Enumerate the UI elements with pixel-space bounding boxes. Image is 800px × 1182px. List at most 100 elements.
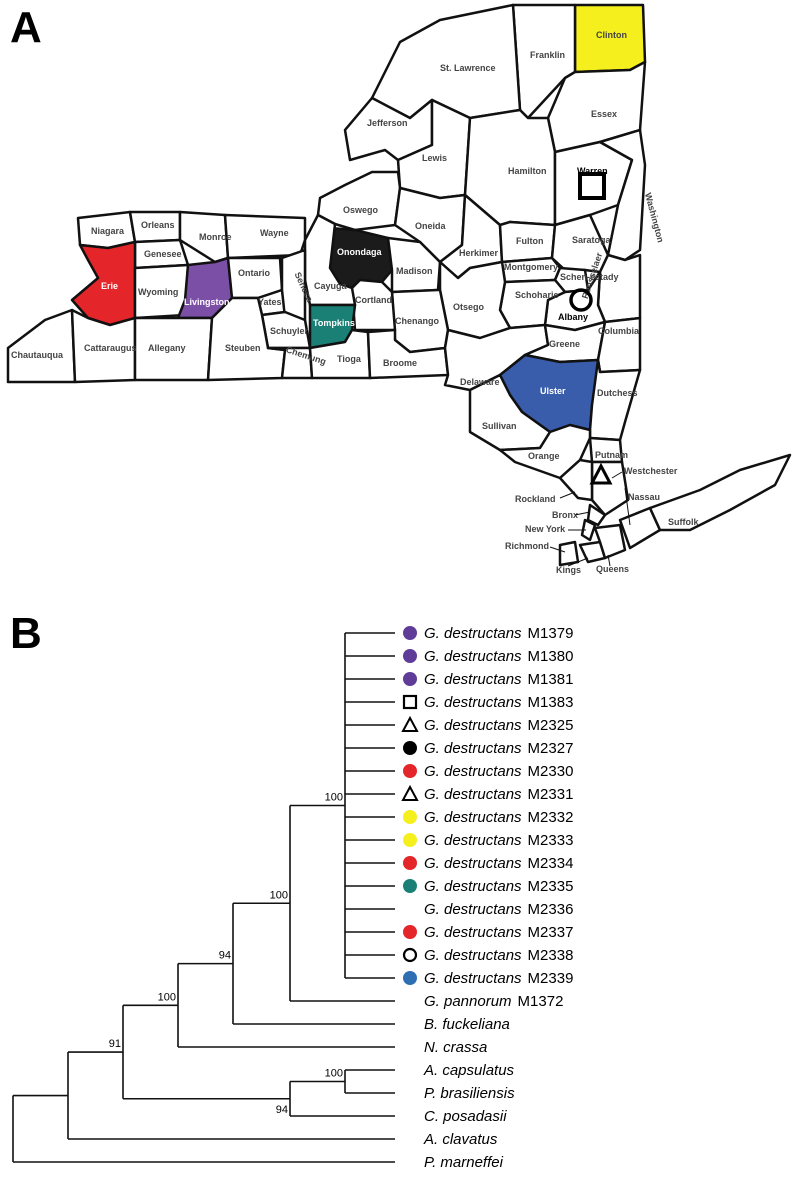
label-cortland: Cortland <box>355 295 392 305</box>
taxon-label: A. capsulatus <box>423 1062 515 1079</box>
label-chautauqua: Chautauqua <box>11 350 64 360</box>
taxon-label: G. destructans M2337 <box>424 924 573 941</box>
label-tompkins: Tompkins <box>313 318 355 328</box>
taxon-species: P. marneffei <box>424 1154 504 1171</box>
taxon-label: G. destructans M1380 <box>424 648 573 665</box>
bootstrap-gd: 100 <box>325 792 343 804</box>
taxon-label: G. destructans M2330 <box>424 763 573 780</box>
circle-red-marker-icon <box>403 856 417 870</box>
taxon-species: G. destructans <box>424 648 522 665</box>
label-genesee: Genesee <box>144 249 182 259</box>
taxon-label: G. pannorum M1372 <box>424 993 563 1010</box>
taxon-species: G. destructans <box>424 717 522 734</box>
label-oneida: Oneida <box>415 221 447 231</box>
county-cayuga <box>303 213 357 307</box>
label-suffolk: Suffolk <box>668 517 699 527</box>
bootstrap-j1: 91 <box>109 1038 121 1050</box>
bootstrap-gp: 100 <box>270 889 288 901</box>
county-cortland <box>350 278 397 332</box>
taxon-id: M2337 <box>528 924 574 941</box>
county-suffolk <box>648 453 792 532</box>
taxon-id: M2332 <box>528 809 574 826</box>
label-bronx: Bronx <box>552 510 578 520</box>
label-jefferson: Jefferson <box>367 118 408 128</box>
label-niagara: Niagara <box>91 226 125 236</box>
taxon-species: G. pannorum <box>424 993 512 1010</box>
taxon-species: G. destructans <box>424 832 522 849</box>
taxon-label: C. posadasii <box>424 1108 507 1125</box>
taxon-species: G. destructans <box>424 809 522 826</box>
taxon-species: P. brasiliensis <box>424 1085 515 1102</box>
bootstrap-nc: 100 <box>158 991 176 1003</box>
taxon-label: G. destructans M2325 <box>424 717 573 734</box>
circle-yellow-marker-icon <box>403 833 417 847</box>
taxon-label: G. destructans M2331 <box>424 786 573 803</box>
taxon-id: M2338 <box>528 947 574 964</box>
label-warren: Warren <box>577 166 608 176</box>
label-saratoga: Saratoga <box>572 235 612 245</box>
label-essex: Essex <box>591 109 617 119</box>
label-sullivan: Sullivan <box>482 421 517 431</box>
label-steuben: Steuben <box>225 343 261 353</box>
label-richmond: Richmond <box>505 541 549 551</box>
circle-icon <box>569 288 593 312</box>
taxon-id: M1379 <box>528 625 574 642</box>
taxon-id: M2331 <box>528 786 574 803</box>
label-schoharie: Schoharie <box>515 290 559 300</box>
label-new-york: New York <box>525 524 566 534</box>
taxon-id: M2330 <box>528 763 574 780</box>
label-cattaraugus: Cattaraugus <box>84 343 137 353</box>
label-lewis: Lewis <box>422 153 447 163</box>
label-chenango: Chenango <box>395 316 440 326</box>
label-allegany: Allegany <box>148 343 186 353</box>
label-ulster: Ulster <box>540 386 566 396</box>
taxon-id: M1380 <box>528 648 574 665</box>
taxon-id: M1383 <box>528 694 574 711</box>
label-orleans: Orleans <box>141 220 175 230</box>
taxon-species: G. destructans <box>424 625 522 642</box>
taxon-species: G. destructans <box>424 740 522 757</box>
label-westchester: Westchester <box>624 466 678 476</box>
taxon-species: B. fuckeliana <box>424 1016 510 1033</box>
taxon-label: G. destructans M2338 <box>424 947 573 964</box>
circle-purple-marker-icon <box>403 672 417 686</box>
taxon-label: G. destructans M2334 <box>424 855 573 872</box>
taxon-label: G. destructans M1381 <box>424 671 573 688</box>
label-rockland: Rockland <box>515 494 556 504</box>
county-map: Clinton Franklin St. Lawrence Essex Jeff… <box>6 3 792 575</box>
taxon-species: G. destructans <box>424 763 522 780</box>
label-oswego: Oswego <box>343 205 379 215</box>
taxon-species: G. destructans <box>424 901 522 918</box>
circle-purple-marker-icon <box>403 626 417 640</box>
taxon-species: A. clavatus <box>423 1131 498 1148</box>
taxon-id: M2325 <box>528 717 574 734</box>
circle-open-marker-icon <box>402 947 418 963</box>
county-wayne <box>223 213 307 260</box>
taxon-id: M1381 <box>528 671 574 688</box>
circle-yellow-marker-icon <box>403 810 417 824</box>
label-ontario: Ontario <box>238 268 271 278</box>
label-queens: Queens <box>596 564 629 574</box>
taxon-label: G. destructans M2336 <box>424 901 573 918</box>
triangle-open-marker-icon <box>401 715 419 732</box>
bootstrap-cp: 94 <box>276 1104 288 1116</box>
circle-red-marker-icon <box>403 925 417 939</box>
county-chemung <box>266 346 314 380</box>
taxon-species: G. destructans <box>424 970 522 987</box>
taxon-label: G. destructans M1379 <box>424 625 573 642</box>
label-otsego: Otsego <box>453 302 485 312</box>
taxon-label: G. destructans M2335 <box>424 878 573 895</box>
taxon-species: G. destructans <box>424 947 522 964</box>
bootstrap-ap: 100 <box>325 1068 343 1080</box>
taxon-species: G. destructans <box>424 671 522 688</box>
taxon-label: G. destructans M2327 <box>424 740 573 757</box>
label-schenectady: Schen-ectady <box>560 272 619 282</box>
taxon-label: A. clavatus <box>423 1131 498 1148</box>
circle-red-marker-icon <box>403 764 417 778</box>
label-wayne: Wayne <box>260 228 289 238</box>
county-broome <box>366 328 450 380</box>
county-bronx <box>586 503 607 527</box>
label-st-lawrence: St. Lawrence <box>440 63 496 73</box>
taxon-label: G. destructans M2332 <box>424 809 573 826</box>
panel-label-b: B <box>10 609 42 658</box>
